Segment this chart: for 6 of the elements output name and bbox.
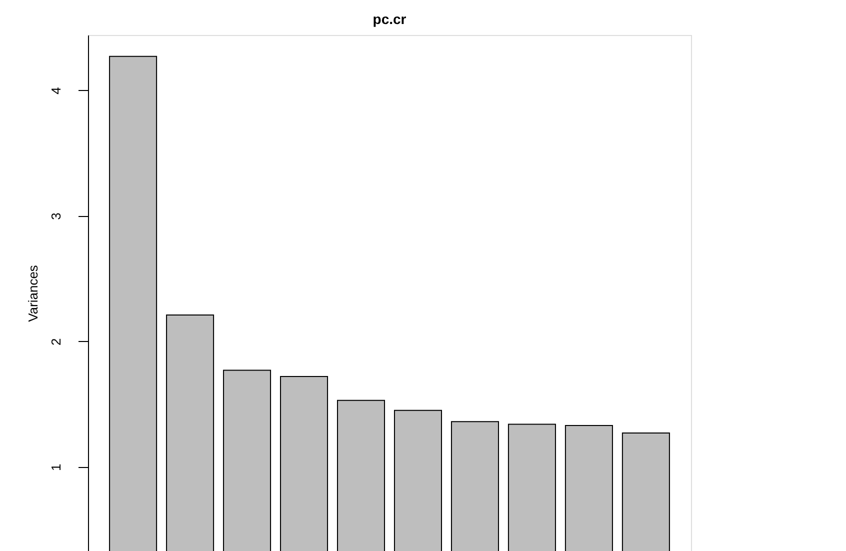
y-tick-label: 1 (48, 464, 64, 471)
y-tick-label: 3 (48, 212, 64, 220)
y-axis-title: Variances (26, 264, 40, 322)
chart-title: pc.cr (372, 11, 407, 27)
y-tick-label: 4 (48, 87, 64, 94)
y-tick-label: 2 (48, 338, 64, 346)
